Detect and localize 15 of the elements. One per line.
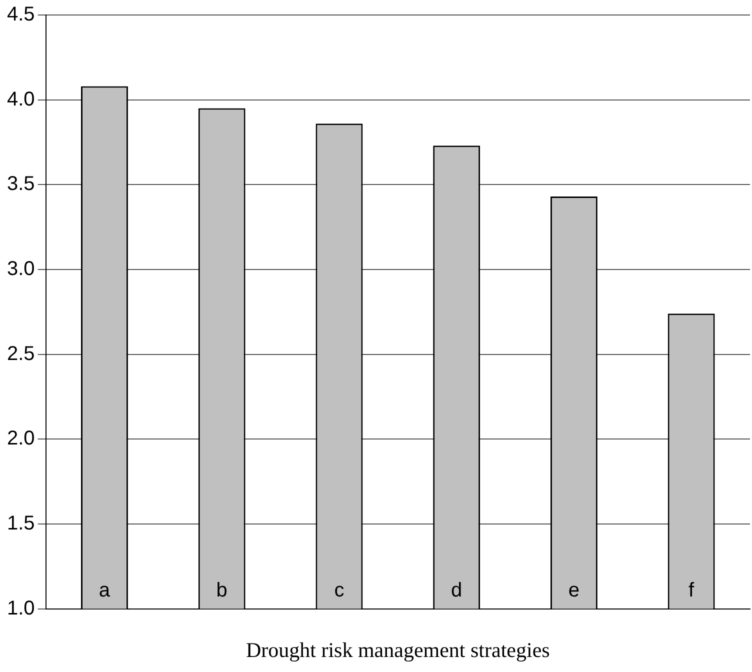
y-tick-label: 1.5: [6, 512, 35, 534]
x-tick-label: e: [568, 579, 580, 602]
y-tick-label: 4.5: [6, 4, 35, 26]
x-tick-label: b: [216, 579, 228, 602]
x-tick-label: f: [688, 579, 695, 602]
y-tick-label: 2.5: [6, 342, 35, 365]
y-tick-label: 3.5: [6, 173, 35, 196]
x-axis-title: Drought risk management strategies: [246, 638, 550, 662]
y-tick-label: 2.0: [6, 428, 35, 450]
y-tick-label: 1.0: [6, 597, 35, 620]
x-tick-label: a: [98, 579, 111, 602]
y-tick-label: 4.0: [6, 88, 35, 110]
x-tick-label: c: [334, 579, 344, 602]
y-tick-label: 3.0: [6, 258, 35, 280]
x-tick-label: d: [451, 579, 462, 602]
